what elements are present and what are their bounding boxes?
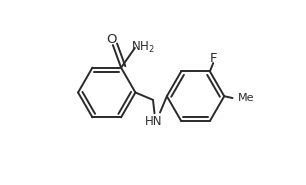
- Text: O: O: [106, 33, 117, 46]
- Text: NH$_2$: NH$_2$: [131, 39, 155, 55]
- Text: F: F: [210, 52, 217, 65]
- Text: HN: HN: [145, 115, 162, 128]
- Text: Me: Me: [238, 93, 254, 103]
